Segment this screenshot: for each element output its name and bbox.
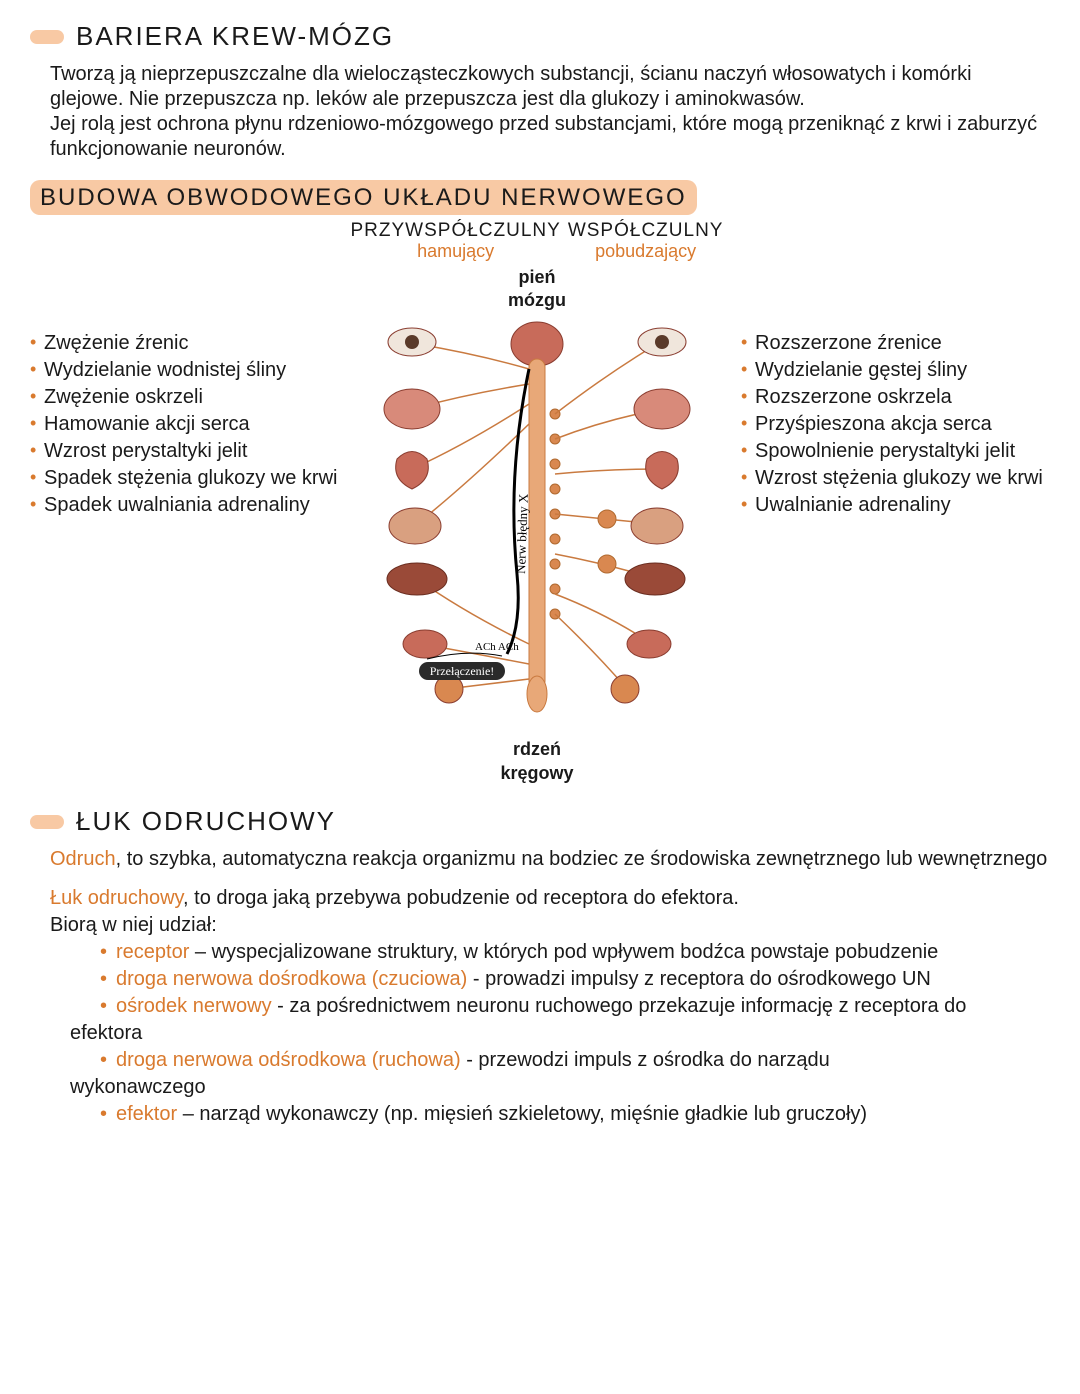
sympathetic-list: Rozszerzone źreniceWydzielanie gęstej śl… <box>741 331 1050 518</box>
section-heading-budowa: BUDOWA OBWODOWEGO UKŁADU NERWOWEGO <box>30 180 1050 221</box>
term-luk: Łuk odruchowy <box>50 887 183 909</box>
reflex-arc-components-list: receptor – wyspecjalizowane struktury, w… <box>30 940 1050 1019</box>
heading-bullet-bar <box>30 30 64 44</box>
parasympathetic-column: Zwężenie źrenicWydzielanie wodnistej śli… <box>30 221 339 520</box>
list-item: Zwężenie oskrzeli <box>30 385 339 410</box>
luk-odruchowy-definition: Łuk odruchowy, to droga jaką przebywa po… <box>30 886 1050 911</box>
section-heading-luk: ŁUK ODRUCHOWY <box>30 805 1050 839</box>
right-organs <box>611 328 690 703</box>
section1-paragraph: Tworzą ją nieprzepuszczalne dla wieloczą… <box>30 62 1050 162</box>
component-item: droga nerwowa odśrodkowa (ruchowa) - prz… <box>100 1048 1050 1073</box>
list-item: Spadek uwalniania adrenaliny <box>30 493 339 518</box>
list-item: Zwężenie źrenic <box>30 331 339 356</box>
component-item: droga nerwowa dośrodkowa (czuciowa) - pr… <box>100 967 1050 992</box>
heading-text: BARIERA KREW-MÓZG <box>76 20 394 54</box>
item4-continuation: wykonawczego <box>30 1075 1050 1100</box>
reflex-arc-components-list-2: droga nerwowa odśrodkowa (ruchowa) - prz… <box>30 1048 1050 1073</box>
component-item: receptor – wyspecjalizowane struktury, w… <box>100 940 1050 965</box>
ans-diagram-section: Zwężenie źrenicWydzielanie wodnistej śli… <box>30 221 1050 785</box>
sympathetic-column: Rozszerzone źreniceWydzielanie gęstej śl… <box>735 221 1050 520</box>
highlight-heading-text: BUDOWA OBWODOWEGO UKŁADU NERWOWEGO <box>30 180 697 215</box>
list-item: Wzrost stężenia glukozy we krwi <box>741 466 1050 491</box>
parasympathetic-list: Zwężenie źrenicWydzielanie wodnistej śli… <box>30 331 339 518</box>
odruch-definition: Odruch, to szybka, automatyczna reakcja … <box>30 847 1050 872</box>
item3-continuation: efektora <box>30 1021 1050 1046</box>
list-item: Uwalnianie adrenaliny <box>741 493 1050 518</box>
svg-text:ACh ACh: ACh ACh <box>475 641 519 653</box>
brainstem-label: pieńmózgu <box>347 266 727 313</box>
section-heading-bariera: BARIERA KREW-MÓZG <box>30 20 1050 54</box>
list-item: Wzrost perystaltyki jelit <box>30 439 339 464</box>
parasympathetic-header: PRZYWSPÓŁCZULNY hamujący <box>351 221 561 262</box>
luk-lead: Biorą w niej udział: <box>30 913 1050 938</box>
ans-diagram: PRZYWSPÓŁCZULNY hamujący WSPÓŁCZULNY pob… <box>347 221 727 785</box>
list-item: Wydzielanie gęstej śliny <box>741 358 1050 383</box>
left-organs <box>384 328 463 703</box>
component-item: efektor – narząd wykonawczy (np. mięsień… <box>100 1102 1050 1127</box>
list-item: Przyśpieszona akcja serca <box>741 412 1050 437</box>
list-item: Rozszerzone źrenice <box>741 331 1050 356</box>
svg-text:Przełączenie!: Przełączenie! <box>430 664 495 678</box>
list-item: Spowolnienie perystaltyki jelit <box>741 439 1050 464</box>
component-item: ośrodek nerwowy - za pośrednictwem neuro… <box>100 994 1050 1019</box>
reflex-arc-components-list-3: efektor – narząd wykonawczy (np. mięsień… <box>30 1102 1050 1127</box>
list-item: Wydzielanie wodnistej śliny <box>30 358 339 383</box>
list-item: Hamowanie akcji serca <box>30 412 339 437</box>
vagus-nerve-label: Nerw błędny X <box>513 493 531 574</box>
sympathetic-header: WSPÓŁCZULNY pobudzający <box>568 221 724 262</box>
heading-bullet-bar <box>30 815 64 829</box>
spinal-cord-label: rdzeńkręgowy <box>347 738 727 785</box>
heading-text: ŁUK ODRUCHOWY <box>76 805 336 839</box>
term-odruch: Odruch <box>50 848 116 870</box>
list-item: Spadek stężenia glukozy we krwi <box>30 466 339 491</box>
list-item: Rozszerzone oskrzela <box>741 385 1050 410</box>
ans-diagram-svg: Nerw błędny X <box>357 314 717 734</box>
